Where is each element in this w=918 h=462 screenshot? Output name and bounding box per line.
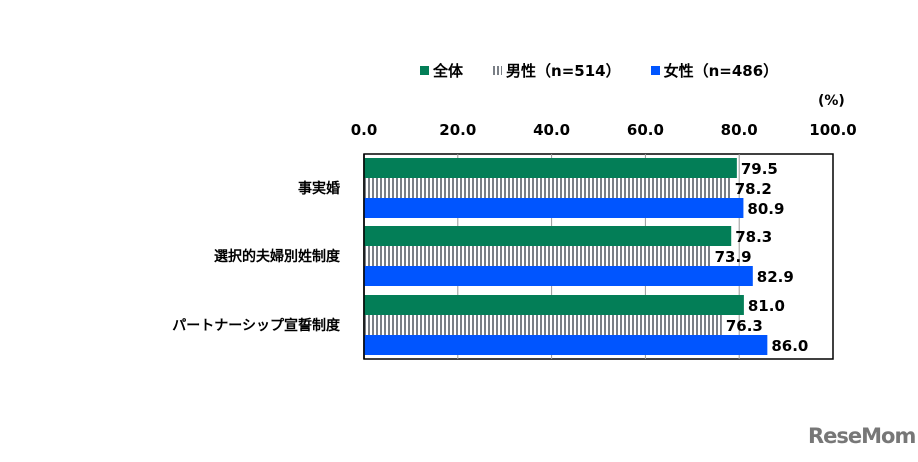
category-label: 選択的夫婦別姓制度 [214,249,340,265]
unit-label: (%) [818,93,845,109]
legend-item-female: 女性（n=486） [650,60,779,81]
x-tick-label: 80.0 [720,121,758,139]
bar [364,226,732,246]
legend-label: 女性（n=486） [663,62,779,80]
bar [364,178,731,198]
legend-item-male: 男性（n=514） [493,60,621,81]
data-label: 86.0 [771,337,808,355]
category-label: パートナーシップ宣誓制度 [172,318,340,334]
bar [364,198,744,218]
data-label: 73.9 [715,248,752,266]
x-tick-label: 40.0 [533,121,571,139]
legend-swatch [493,66,503,75]
data-label: 78.2 [735,180,772,198]
data-label: 80.9 [747,200,784,218]
legend-label: 全体 [433,62,464,80]
legend-swatch [420,66,429,75]
legend-label: 男性（n=514） [506,62,621,80]
legend: 全体 男性（n=514） 女性（n=486） [420,60,778,81]
bar [364,315,722,335]
x-tick-label: 0.0 [350,121,378,139]
x-tick-label: 60.0 [626,121,664,139]
x-tick-label: 20.0 [439,121,477,139]
category-label: 事実婚 [298,181,340,197]
resemom-logo: ReseMom [808,424,916,448]
data-label: 78.3 [735,228,772,246]
legend-swatch [650,66,660,75]
data-label: 79.5 [741,160,778,178]
bar [364,295,744,315]
data-label: 76.3 [726,317,763,335]
x-tick-label: 100.0 [809,121,857,139]
bar [364,158,737,178]
data-label: 81.0 [748,297,785,315]
data-label: 82.9 [757,268,794,286]
bar [364,335,768,355]
bar [364,246,711,266]
bar [364,266,753,286]
legend-item-all: 全体 [420,60,463,81]
